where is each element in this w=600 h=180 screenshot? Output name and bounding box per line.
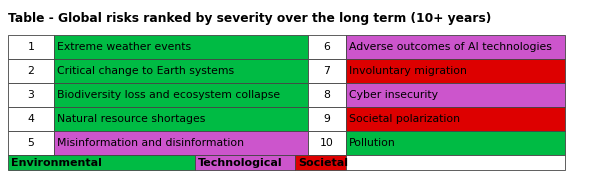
Text: Extreme weather events: Extreme weather events: [57, 42, 191, 52]
Text: Involuntary migration: Involuntary migration: [349, 66, 467, 76]
Text: Table - Global risks ranked by severity over the long term (10+ years): Table - Global risks ranked by severity …: [8, 12, 491, 25]
Bar: [8, 59, 54, 83]
Bar: [346, 131, 565, 155]
Text: 1: 1: [28, 42, 34, 52]
Bar: [346, 83, 565, 107]
Bar: [308, 107, 346, 131]
Bar: [346, 155, 565, 170]
Text: Misinformation and disinformation: Misinformation and disinformation: [57, 138, 244, 148]
Bar: [54, 131, 308, 155]
Text: Natural resource shortages: Natural resource shortages: [57, 114, 205, 124]
Bar: [54, 107, 308, 131]
Text: Adverse outcomes of AI technologies: Adverse outcomes of AI technologies: [349, 42, 552, 52]
Bar: [295, 155, 346, 170]
Text: 7: 7: [323, 66, 331, 76]
Text: 4: 4: [28, 114, 34, 124]
Text: 9: 9: [323, 114, 331, 124]
Bar: [308, 83, 346, 107]
Text: 5: 5: [28, 138, 34, 148]
Text: 8: 8: [323, 90, 331, 100]
Bar: [346, 59, 565, 83]
Text: 2: 2: [28, 66, 34, 76]
Bar: [346, 35, 565, 59]
Bar: [8, 83, 54, 107]
Bar: [54, 83, 308, 107]
Bar: [8, 107, 54, 131]
Text: 3: 3: [28, 90, 34, 100]
Text: Societal polarization: Societal polarization: [349, 114, 460, 124]
Bar: [308, 35, 346, 59]
Text: Environmental: Environmental: [11, 158, 102, 168]
Text: Pollution: Pollution: [349, 138, 396, 148]
Bar: [346, 107, 565, 131]
Text: Cyber insecurity: Cyber insecurity: [349, 90, 438, 100]
Bar: [8, 155, 195, 170]
Text: Technological: Technological: [198, 158, 283, 168]
Bar: [308, 59, 346, 83]
Text: 6: 6: [323, 42, 331, 52]
Text: Societal: Societal: [298, 158, 348, 168]
Bar: [54, 59, 308, 83]
Bar: [8, 35, 54, 59]
Bar: [54, 35, 308, 59]
Bar: [8, 131, 54, 155]
Text: Biodiversity loss and ecosystem collapse: Biodiversity loss and ecosystem collapse: [57, 90, 280, 100]
Bar: [308, 131, 346, 155]
Bar: [195, 155, 295, 170]
Text: Critical change to Earth systems: Critical change to Earth systems: [57, 66, 234, 76]
Text: 10: 10: [320, 138, 334, 148]
